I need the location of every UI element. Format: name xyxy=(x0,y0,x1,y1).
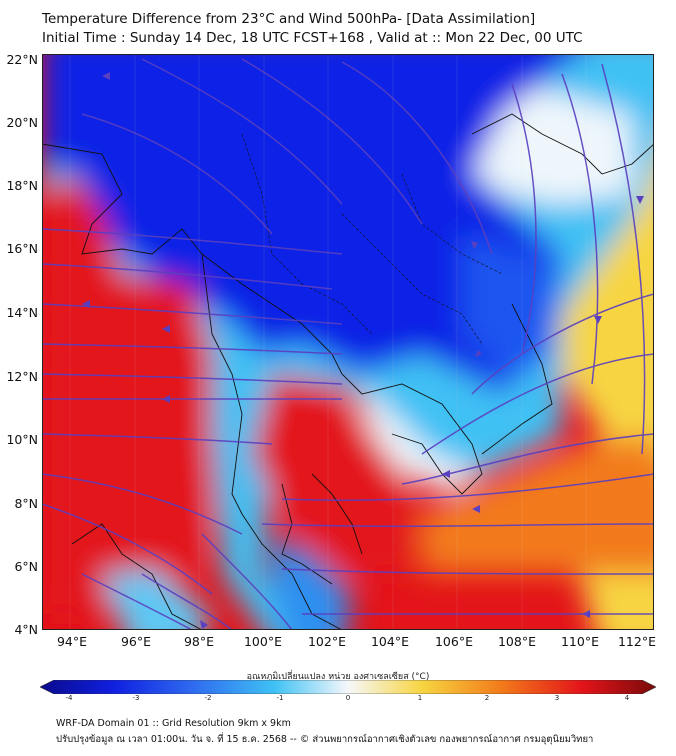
lat-label-12: 12°N xyxy=(6,369,38,384)
lon-label-112: 112°E xyxy=(617,634,656,649)
lon-label-106: 106°E xyxy=(434,634,473,649)
colorbar-tick: 1 xyxy=(417,694,423,702)
colorbar-tick: -1 xyxy=(276,694,284,702)
colorbar-tick: -3 xyxy=(132,694,140,702)
lat-label-20: 20°N xyxy=(6,115,38,130)
lat-label-14: 14°N xyxy=(6,305,38,320)
lat-label-8: 8°N xyxy=(14,496,38,511)
lon-label-104: 104°E xyxy=(370,634,409,649)
lon-label-100: 100°E xyxy=(243,634,282,649)
lat-label-10: 10°N xyxy=(6,432,38,447)
footer-model-info: WRF-DA Domain 01 :: Grid Resolution 9km … xyxy=(56,718,291,729)
colorbar xyxy=(40,680,656,694)
map-border xyxy=(42,54,654,630)
title-line-2: Initial Time : Sunday 14 Dec, 18 UTC FCS… xyxy=(42,30,583,46)
colorbar-title: อุณหภูมิเปลี่ยนแปลง หน่วย องศาเซลเซียส (… xyxy=(246,672,430,682)
colorbar-tick: 2 xyxy=(484,694,490,702)
lat-label-4: 4°N xyxy=(14,622,38,637)
lon-label-98: 98°E xyxy=(183,634,215,649)
colorbar-tick: -4 xyxy=(65,694,73,702)
lon-label-96: 96°E xyxy=(120,634,152,649)
lon-label-110: 110°E xyxy=(560,634,599,649)
title-line-1: Temperature Difference from 23°C and Win… xyxy=(42,11,536,27)
lat-label-18: 18°N xyxy=(6,178,38,193)
country-borders xyxy=(241,133,503,345)
lat-label-22: 22°N xyxy=(6,52,38,67)
lat-label-6: 6°N xyxy=(14,559,38,574)
coastlines xyxy=(42,113,654,630)
temperature-map xyxy=(42,54,654,630)
lat-label-16: 16°N xyxy=(6,241,38,256)
graticule xyxy=(69,54,652,630)
footer-credit: ปรับปรุงข้อมูล ณ เวลา 01:00น. วัน จ. ที่… xyxy=(56,734,594,745)
colorbar-tick: 0 xyxy=(345,694,351,702)
colorbar-tick: 3 xyxy=(554,694,560,702)
map-title: Temperature Difference from 23°C and Win… xyxy=(42,10,583,48)
lon-label-94: 94°E xyxy=(56,634,88,649)
lon-label-108: 108°E xyxy=(497,634,536,649)
colorbar-tick: 4 xyxy=(624,694,630,702)
lon-label-102: 102°E xyxy=(307,634,346,649)
temperature-field xyxy=(42,54,654,630)
colorbar-tick: -2 xyxy=(204,694,212,702)
wind-arrows xyxy=(82,72,644,629)
map-canvas xyxy=(42,54,654,630)
wind-streamlines xyxy=(42,58,654,630)
